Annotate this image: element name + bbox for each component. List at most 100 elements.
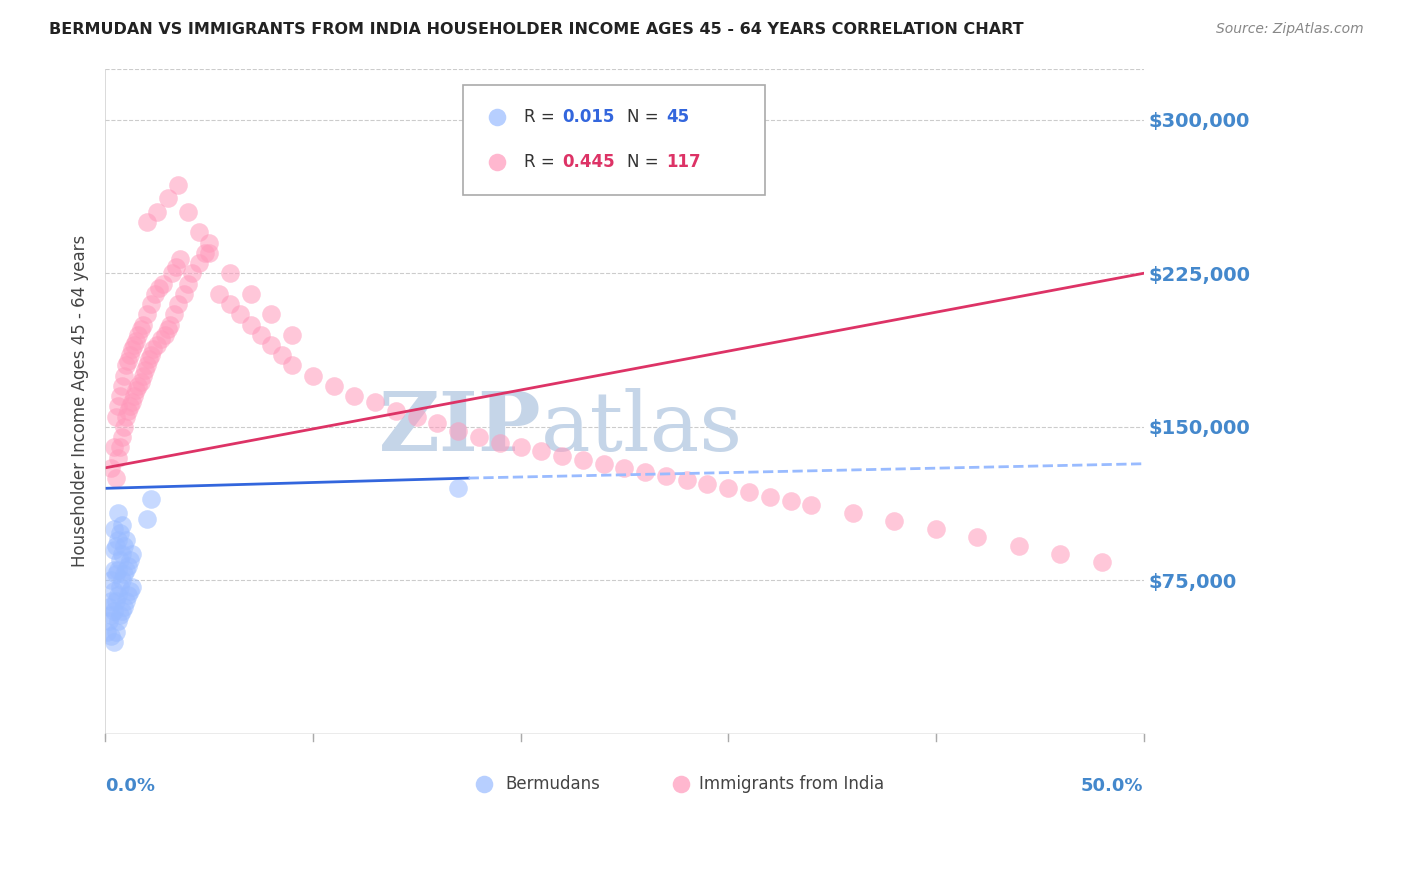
Point [107,533,129,547]
Point [104,539,127,553]
Point [112,539,135,553]
Point [385,403,408,417]
Point [592,457,614,471]
Point [129,375,152,389]
Point [239,286,262,301]
Point [98,600,121,615]
Point [250,327,273,342]
Point [139,297,162,311]
Point [852,727,875,741]
Point [696,477,718,491]
Point [104,409,127,424]
Point [167,178,190,193]
Point [152,277,174,291]
Point [111,604,134,618]
Point [112,420,135,434]
Point [112,567,135,582]
Point [281,359,304,373]
Point [107,400,129,414]
Point [655,469,678,483]
Point [239,318,262,332]
Point [100,460,122,475]
Point [120,400,142,414]
Point [100,594,122,608]
Point [1247,727,1270,741]
Point [111,379,134,393]
Point [100,574,122,588]
Point [187,225,209,239]
Point [139,348,162,362]
Point [229,307,252,321]
Point [877,727,900,741]
Point [115,533,138,547]
Point [572,452,595,467]
Point [883,514,905,528]
Point [124,389,146,403]
Point [125,334,148,348]
Point [103,441,125,455]
Point [100,629,122,643]
Point [125,383,148,397]
Point [156,321,179,335]
Point [120,348,142,362]
Point [173,286,195,301]
Point [115,594,138,608]
Point [159,318,181,332]
Point [364,395,387,409]
Point [143,286,166,301]
Point [779,493,801,508]
Text: BERMUDAN VS IMMIGRANTS FROM INDIA HOUSEHOLDER INCOME AGES 45 - 64 YEARS CORRELAT: BERMUDAN VS IMMIGRANTS FROM INDIA HOUSEH… [49,22,1024,37]
Point [111,547,134,561]
Point [121,580,143,594]
Point [405,409,427,424]
Point [121,342,143,356]
Point [103,563,125,577]
Point [1008,539,1031,553]
Point [108,553,131,567]
Point [146,338,169,352]
Text: 0.0%: 0.0% [105,777,155,796]
Point [131,318,153,332]
Point [966,531,988,545]
Point [108,441,131,455]
Point [96,624,118,639]
Point [135,512,157,526]
Point [194,245,217,260]
Point [177,277,200,291]
Point [111,518,134,533]
Point [1091,555,1114,569]
Point [127,327,149,342]
Point [117,588,139,602]
Text: 45: 45 [666,108,689,126]
Point [877,727,900,741]
Point [842,506,865,520]
Point [218,297,240,311]
Point [121,395,143,409]
Point [142,342,165,356]
Point [634,465,657,479]
Point [108,580,131,594]
FancyBboxPatch shape [464,85,765,195]
Point [509,441,531,455]
Point [302,368,325,383]
Point [260,338,283,352]
Point [530,444,553,458]
Point [218,266,240,280]
Point [198,245,221,260]
Point [322,379,344,393]
Text: atlas: atlas [541,388,744,468]
Point [103,604,125,618]
Point [551,449,574,463]
Point [107,506,129,520]
Text: Source: ZipAtlas.com: Source: ZipAtlas.com [1216,22,1364,37]
Point [111,574,134,588]
Point [177,205,200,219]
Point [139,491,162,506]
Point [124,338,146,352]
Y-axis label: Householder Income Ages 45 - 64 years: Householder Income Ages 45 - 64 years [72,235,89,567]
Point [131,368,153,383]
Point [148,280,170,294]
Point [115,359,138,373]
Point [156,190,179,204]
Point [270,348,292,362]
